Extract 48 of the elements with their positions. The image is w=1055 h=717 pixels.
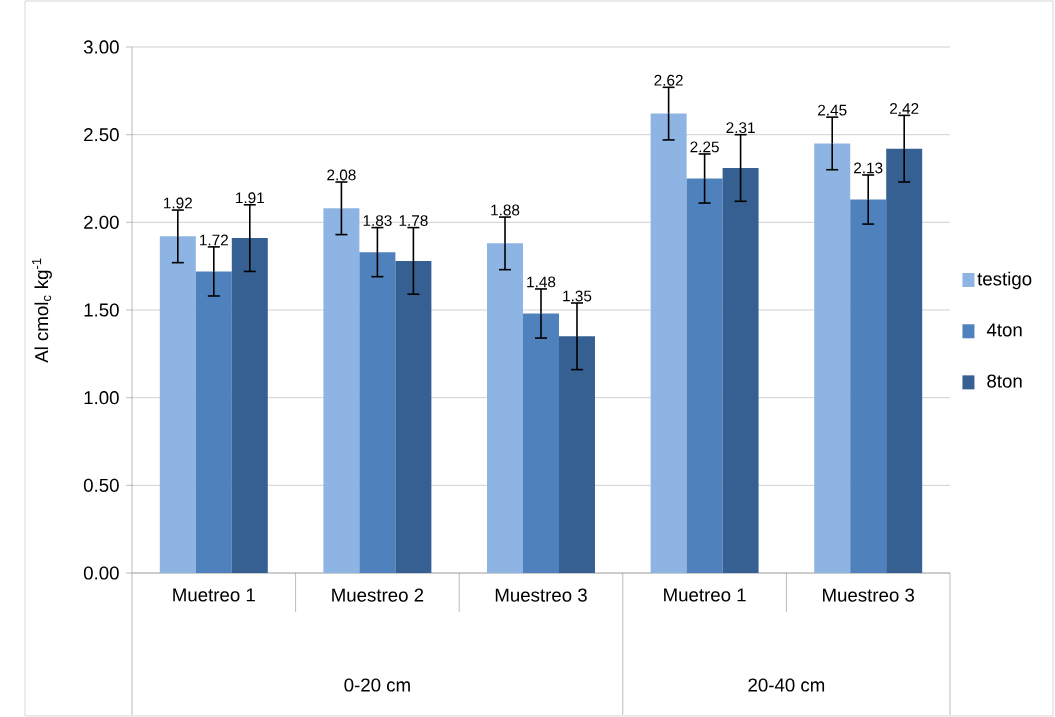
bar <box>650 113 687 573</box>
y-tick-label: 1.00 <box>84 391 119 405</box>
data-label: 1.83 <box>363 215 392 226</box>
x-tick-label: Muetreo 1 <box>664 588 746 602</box>
legend-label: 4ton <box>986 323 1022 337</box>
x-tick-label: Muestreo 3 <box>823 588 915 602</box>
bar <box>523 313 559 573</box>
x-tick-label: Muetreo 1 <box>173 588 255 602</box>
y-tick-label: 0.50 <box>83 478 119 492</box>
y-tick-label: 3.00 <box>83 40 119 54</box>
bar <box>395 260 432 573</box>
x-tick-label: Muestreo 3 <box>495 588 587 602</box>
bar <box>559 336 595 573</box>
data-label: 2.42 <box>890 103 919 114</box>
bar <box>359 252 396 573</box>
bar <box>159 236 196 573</box>
bar <box>195 271 232 573</box>
y-tick-label: 2.50 <box>84 128 119 142</box>
legend-label: 8ton <box>987 374 1022 388</box>
data-label: 2.62 <box>654 74 683 86</box>
bar <box>850 199 887 573</box>
bar <box>886 148 923 573</box>
x-tick-label: Muestreo 2 <box>332 588 424 602</box>
data-label: 1.78 <box>399 215 428 226</box>
data-label: 1.92 <box>164 197 192 209</box>
bar <box>722 167 759 573</box>
data-label: 2.13 <box>854 162 883 174</box>
data-label: 1.72 <box>200 234 228 246</box>
y-tick-label: 1.50 <box>84 303 119 317</box>
data-label: 2.31 <box>726 122 755 134</box>
y-tick-label: 2.00 <box>84 215 119 229</box>
text: 20-40 cm <box>748 678 825 692</box>
text: 0-20 cm <box>344 678 410 692</box>
bar <box>487 243 524 573</box>
bar <box>231 238 268 573</box>
data-label: 1.48 <box>527 276 556 288</box>
y-tick-label: 0.00 <box>83 566 119 580</box>
data-label: 2.45 <box>818 104 847 116</box>
bar <box>323 208 360 573</box>
data-label: 2.08 <box>327 169 356 181</box>
y-axis-title: Al cmol$_{c}$ kg$^{-1}$ <box>32 258 52 363</box>
data-label: 1.91 <box>236 192 264 204</box>
data-label: 1.35 <box>563 290 592 302</box>
data-label: 1.88 <box>491 204 520 216</box>
bar <box>686 178 723 573</box>
legend-label: testigo <box>977 271 1032 290</box>
data-label: 2.25 <box>690 141 719 153</box>
bar <box>814 143 851 573</box>
